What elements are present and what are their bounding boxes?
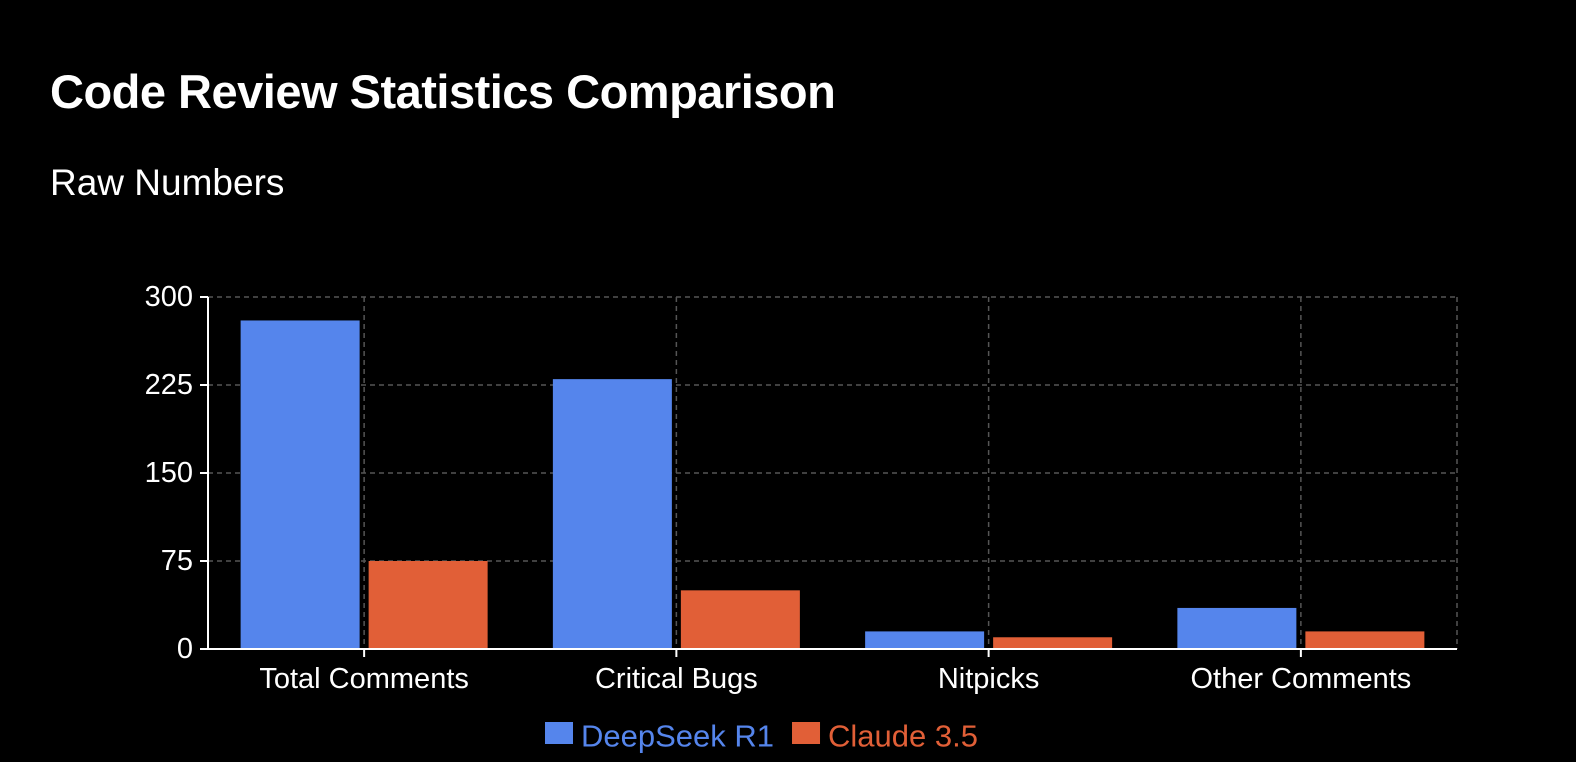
bar-claude-3-5-critical-bugs [680, 590, 800, 649]
y-tick-label: 225 [145, 369, 193, 401]
bar-deepseek-r1-critical-bugs [552, 379, 672, 649]
bar-deepseek-r1-total-comments [240, 320, 360, 649]
bar-deepseek-r1-nitpicks [865, 631, 985, 649]
bars [240, 320, 1425, 649]
y-tick-label: 300 [145, 281, 193, 313]
x-tick-label: Critical Bugs [595, 663, 758, 695]
chart-subtitle: Raw Numbers [50, 162, 285, 203]
x-tick-label: Other Comments [1190, 663, 1411, 695]
x-tick-label: Total Comments [259, 663, 469, 695]
axes: 0 75 150 225 300 Total Comments Critical Bugs N… [145, 281, 1457, 695]
y-tick-label: 75 [161, 545, 193, 577]
page-title: Code Review Statistics Comparison [50, 65, 836, 118]
bar-claude-3-5-total-comments [368, 561, 488, 649]
y-tick-label: 0 [177, 633, 193, 665]
legend: DeepSeek R1 Claude 3.5 [545, 719, 978, 754]
legend-swatch [792, 722, 821, 744]
legend-swatch [545, 722, 573, 744]
bar-claude-3-5-other-comments [1305, 631, 1425, 649]
x-tick-label: Nitpicks [938, 663, 1040, 695]
bar-claude-3-5-nitpicks [993, 637, 1113, 649]
legend-label: DeepSeek R1 [581, 719, 774, 754]
legend-label: Claude 3.5 [828, 719, 978, 754]
bar-deepseek-r1-other-comments [1177, 607, 1297, 649]
y-tick-label: 150 [145, 457, 193, 489]
